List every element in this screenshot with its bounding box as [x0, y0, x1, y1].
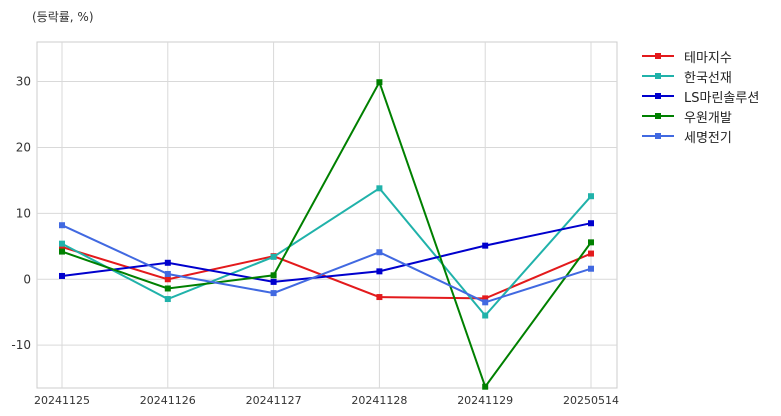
legend-swatch [642, 90, 674, 102]
data-point [482, 242, 489, 249]
legend-label: 세명전기 [684, 130, 732, 146]
data-point [482, 383, 489, 390]
data-point [59, 240, 65, 247]
data-point [59, 272, 65, 279]
y-tick-label: -10 [11, 338, 31, 352]
legend-item: 세명전기 [642, 126, 759, 146]
data-point [482, 299, 489, 306]
data-point [59, 222, 65, 229]
data-point [164, 296, 171, 303]
data-point [482, 312, 489, 319]
data-point [59, 243, 65, 250]
legend-item: LS마린솔루션 [642, 86, 759, 106]
x-tick-label: 20241128 [351, 394, 407, 407]
x-tick-label: 20241129 [457, 394, 513, 407]
legend-item: 한국선재 [642, 66, 759, 86]
data-point [164, 270, 171, 277]
data-point [588, 250, 594, 257]
legend-label: 한국선재 [684, 70, 732, 86]
data-point [376, 79, 383, 86]
y-tick-label: 10 [16, 206, 31, 220]
legend-swatch [642, 130, 674, 142]
legend-swatch [642, 110, 674, 122]
legend-swatch [642, 70, 674, 82]
y-tick-label: 20 [16, 140, 31, 154]
series-line-1 [61, 186, 592, 318]
legend-swatch [642, 50, 674, 62]
data-point [376, 294, 383, 301]
y-unit-label: (등락률, %) [32, 10, 94, 24]
data-point [376, 268, 383, 275]
x-tick-label: 20241126 [140, 394, 196, 407]
data-point [270, 290, 277, 297]
series-line-4 [61, 224, 592, 304]
legend-label: 테마지수 [684, 50, 732, 66]
data-point [164, 285, 171, 292]
data-point [270, 278, 277, 285]
series-line-3 [61, 79, 592, 389]
y-tick-label: 0 [23, 272, 31, 286]
data-point [588, 220, 594, 227]
x-tick-label: 20250514 [563, 394, 619, 407]
data-point [588, 265, 594, 272]
x-tick-label: 20241125 [34, 394, 90, 407]
legend-item: 테마지수 [642, 46, 759, 66]
legend-item: 우원개발 [642, 106, 759, 126]
data-point [376, 185, 383, 192]
data-point [164, 259, 171, 266]
data-point [376, 249, 383, 256]
y-tick-label: 30 [16, 75, 31, 89]
data-point [482, 295, 489, 302]
legend-label: LS마린솔루션 [684, 90, 760, 106]
data-point [270, 272, 277, 279]
legend-label: 우원개발 [684, 110, 732, 126]
data-point [164, 276, 171, 283]
x-tick-label: 20241127 [246, 394, 302, 407]
data-point [270, 253, 277, 260]
data-point [588, 193, 594, 200]
data-point [588, 239, 594, 246]
data-point [59, 248, 65, 255]
plot-area [36, 41, 618, 389]
